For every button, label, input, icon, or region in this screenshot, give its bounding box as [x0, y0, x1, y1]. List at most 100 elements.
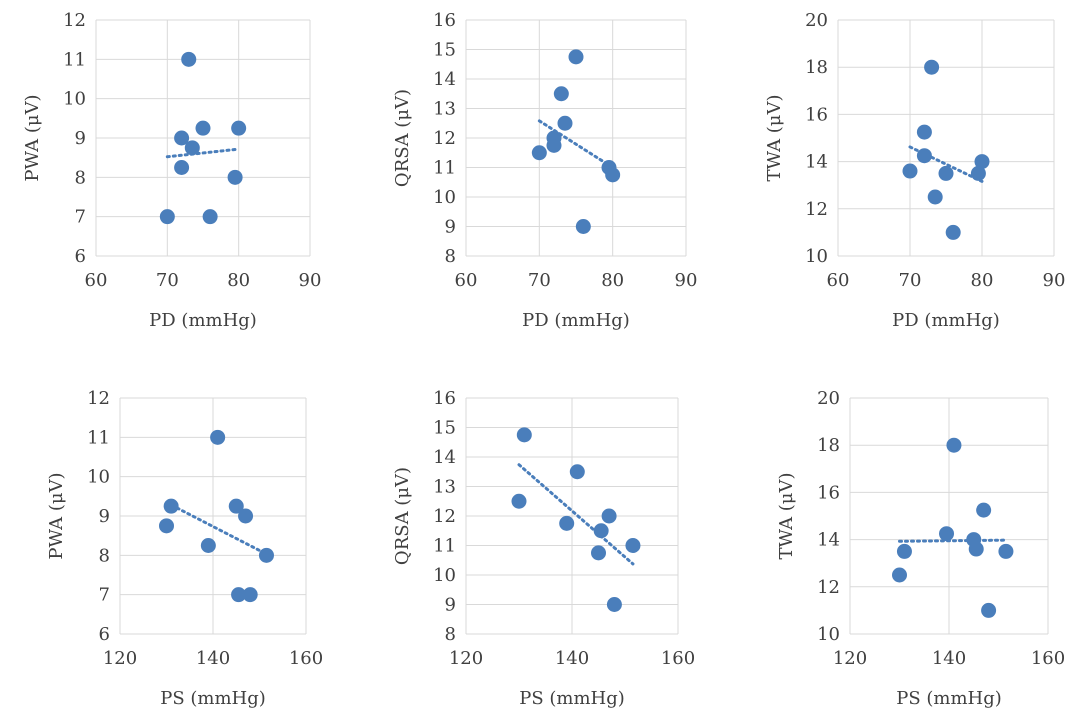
- y-tick-label: 9: [99, 506, 110, 527]
- data-point: [939, 526, 955, 542]
- trendline: [537, 119, 615, 169]
- y-tick-label: 7: [99, 585, 110, 606]
- data-point: [916, 148, 932, 164]
- scatter-chart: 8 9 10 11 12 13 14 15 16 60 70 80 90 PD (mmHg) QRSA (μ…: [392, 10, 697, 331]
- y-tick-label: 14: [433, 447, 456, 468]
- x-tick-label: 60: [455, 270, 478, 291]
- x-tick-label: 160: [1031, 648, 1065, 669]
- y-tick-label: 13: [433, 477, 456, 498]
- data-point: [231, 587, 247, 603]
- y-tick-label: 15: [433, 40, 456, 61]
- y-tick-label: 15: [433, 418, 456, 439]
- data-point: [228, 498, 244, 514]
- data-point: [927, 189, 943, 205]
- data-point: [200, 538, 216, 553]
- trendline: [898, 538, 1008, 543]
- x-axis-label: PD (mmHg): [149, 310, 257, 331]
- data-point: [896, 543, 912, 559]
- x-tick-label: 160: [661, 648, 695, 669]
- data-point: [174, 160, 190, 175]
- data-point: [945, 224, 961, 240]
- trendline: [165, 501, 268, 556]
- data-point: [511, 493, 527, 509]
- data-point: [575, 219, 591, 234]
- y-tick-label: 12: [87, 388, 110, 409]
- x-tick-label: 120: [833, 648, 867, 669]
- y-tick-label: 16: [805, 104, 828, 125]
- data-point: [174, 130, 190, 146]
- x-tick-label: 70: [899, 270, 922, 291]
- data-point: [593, 523, 609, 539]
- x-tick-label: 120: [103, 648, 137, 669]
- data-point: [210, 429, 226, 445]
- data-point: [557, 115, 573, 131]
- data-point: [970, 165, 986, 181]
- data-point: [946, 437, 962, 453]
- data-point: [546, 137, 562, 153]
- x-tick-label: 140: [196, 648, 230, 669]
- y-tick-label: 10: [817, 624, 840, 645]
- x-tick-label: 60: [85, 270, 108, 291]
- data-point: [606, 597, 622, 612]
- data-point: [202, 209, 218, 225]
- y-tick-label: 9: [445, 595, 456, 616]
- y-tick-label: 10: [63, 89, 86, 110]
- data-point: [902, 163, 918, 179]
- y-tick-label: 16: [433, 388, 456, 409]
- x-axis-label: PS (mmHg): [896, 688, 1002, 709]
- y-tick-label: 12: [433, 506, 456, 527]
- y-axis-label: QRSA (μV): [392, 89, 413, 187]
- y-tick-label: 6: [75, 246, 86, 267]
- data-point: [625, 538, 641, 553]
- y-tick-label: 12: [433, 128, 456, 149]
- data-point: [601, 508, 617, 524]
- data-point: [195, 120, 211, 136]
- x-tick-label: 90: [1043, 270, 1066, 291]
- data-point: [184, 140, 200, 156]
- data-point: [568, 49, 584, 65]
- data-point: [516, 427, 532, 443]
- y-tick-label: 10: [433, 187, 456, 208]
- y-tick-label: 10: [433, 565, 456, 586]
- data-point: [159, 518, 174, 534]
- y-tick-label: 12: [805, 199, 828, 220]
- y-tick-label: 7: [75, 207, 86, 228]
- y-tick-label: 8: [75, 167, 86, 188]
- y-tick-label: 14: [433, 69, 456, 90]
- x-tick-label: 80: [601, 270, 624, 291]
- x-tick-label: 80: [971, 270, 994, 291]
- data-point: [559, 515, 575, 531]
- data-point: [892, 567, 907, 583]
- data-point: [938, 165, 954, 181]
- y-tick-label: 18: [805, 57, 828, 78]
- x-axis-label: PS (mmHg): [519, 688, 625, 709]
- x-axis-label: PD (mmHg): [892, 310, 1000, 331]
- y-axis-label: PWA (μV): [22, 94, 43, 181]
- scatter-chart: 8 9 10 11 12 13 14 15 16 120 140 160 PS (mmHg) QRSA (…: [392, 388, 695, 709]
- y-tick-label: 11: [63, 49, 86, 70]
- y-tick-label: 10: [805, 246, 828, 267]
- data-point: [974, 154, 990, 170]
- y-tick-label: 12: [817, 577, 840, 598]
- data-point: [605, 167, 621, 183]
- y-tick-label: 16: [433, 10, 456, 31]
- data-point: [924, 59, 940, 75]
- y-axis-label: QRSA (μV): [392, 467, 413, 565]
- x-axis-label: PS (mmHg): [160, 688, 266, 709]
- data-point: [231, 120, 247, 136]
- data-point: [976, 502, 992, 518]
- y-tick-label: 20: [817, 388, 840, 409]
- y-axis-label: TWA (μV): [764, 94, 785, 181]
- x-tick-label: 90: [675, 270, 698, 291]
- scatter-chart: 10 12 14 16 18 20 120 140 160 PS (mmHg) TWA (μV): [776, 388, 1065, 709]
- x-tick-label: 70: [156, 270, 179, 291]
- y-axis-label: TWA (μV): [776, 472, 797, 559]
- y-tick-label: 9: [445, 217, 456, 238]
- x-tick-label: 160: [289, 648, 323, 669]
- y-tick-label: 16: [817, 482, 840, 503]
- y-tick-label: 8: [445, 246, 456, 267]
- y-tick-label: 11: [433, 158, 456, 179]
- y-tick-label: 20: [805, 10, 828, 31]
- y-axis-label: PWA (μV): [46, 472, 67, 559]
